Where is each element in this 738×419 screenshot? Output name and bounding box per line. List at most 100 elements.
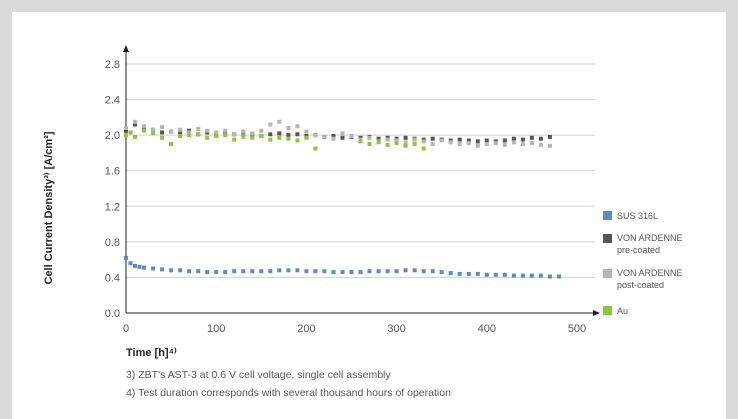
data-point (439, 270, 444, 275)
data-point (268, 269, 273, 274)
data-point (178, 268, 183, 273)
data-point (295, 268, 300, 273)
data-point (547, 134, 552, 139)
data-point (520, 273, 525, 278)
y-tick-label: 1.6 (105, 166, 120, 178)
data-point (124, 255, 128, 260)
data-point (484, 272, 489, 277)
data-point (331, 136, 336, 141)
data-point (295, 132, 300, 137)
data-point (313, 133, 318, 138)
data-point (358, 139, 363, 144)
data-point (178, 134, 183, 138)
data-point (493, 272, 498, 277)
x-tick-label: 100 (207, 323, 225, 335)
data-point (403, 143, 408, 148)
data-point (349, 134, 354, 138)
data-point (205, 135, 210, 140)
data-point (259, 269, 264, 274)
data-point (529, 135, 534, 140)
footnote-4: 4) Test duration corresponds with severa… (126, 387, 451, 399)
data-point (241, 134, 246, 139)
series-4 (124, 128, 426, 151)
data-point (313, 146, 318, 151)
data-point (439, 138, 444, 143)
data-point (403, 135, 408, 140)
data-point (502, 138, 507, 143)
data-point (124, 133, 128, 138)
data-point (412, 268, 417, 273)
y-tick-label: 0.0 (105, 308, 120, 320)
data-point (286, 133, 291, 138)
series-3 (124, 119, 552, 148)
data-point (340, 135, 345, 140)
x-tick-labels: 0 100 200 300 400 500 (123, 323, 586, 335)
data-point (160, 135, 165, 140)
data-point (367, 135, 372, 140)
data-point (340, 270, 345, 275)
data-point (232, 132, 237, 137)
y-tick-label: 2.8 (105, 59, 120, 71)
data-point (286, 268, 291, 273)
legend-label-sub: pre-coated (617, 245, 660, 255)
data-point (448, 271, 453, 275)
data-point (367, 269, 372, 274)
data-point (331, 134, 336, 138)
legend-swatch (603, 234, 612, 243)
data-point (128, 261, 133, 266)
data-point (128, 130, 133, 135)
data-point (394, 138, 399, 143)
legend-swatch (603, 306, 612, 315)
data-point (538, 273, 543, 278)
data-point (511, 273, 516, 278)
data-point (502, 272, 507, 277)
x-tick-label: 0 (123, 323, 129, 335)
data-point (196, 269, 201, 274)
data-point (502, 142, 507, 147)
data-point (394, 269, 399, 274)
data-point (160, 125, 165, 130)
data-point (484, 142, 489, 146)
data-point (277, 119, 282, 124)
data-point (421, 269, 426, 274)
data-series (124, 119, 561, 279)
data-point (475, 143, 480, 148)
data-point (466, 138, 471, 143)
data-point (538, 136, 543, 141)
data-point (241, 129, 246, 134)
data-point (124, 126, 128, 130)
chart: 0.0 0.4 0.8 1.2 1.6 2.0 2.4 2.8 0 100 200 300 400 50… (43, 45, 683, 399)
data-point (511, 140, 516, 145)
data-point (286, 126, 291, 130)
data-point (430, 136, 435, 141)
data-point (160, 130, 165, 135)
data-point (214, 130, 219, 135)
data-point (547, 274, 552, 279)
data-point (223, 133, 228, 138)
data-point (466, 271, 471, 276)
x-tick-label: 500 (568, 323, 586, 335)
data-point (205, 128, 210, 133)
data-point (385, 142, 390, 147)
data-point (178, 127, 183, 132)
footnote-3: 3) ZBT's AST-3 at 0.6 V cell voltage, si… (126, 369, 391, 381)
x-tick-label: 400 (478, 323, 496, 335)
y-tick-label: 1.2 (105, 201, 120, 213)
x-tick-label: 200 (297, 323, 315, 335)
data-point (493, 141, 498, 146)
data-point (304, 269, 309, 274)
data-point (403, 268, 408, 273)
data-point (277, 131, 282, 136)
data-point (133, 122, 137, 127)
data-point (286, 136, 291, 141)
grid-lines (126, 63, 595, 278)
data-point (187, 130, 192, 135)
legend: SUS 316L VON ARDENNE pre-coated VON ARDE… (603, 211, 683, 316)
data-point (169, 129, 174, 134)
x-axis-label: Time [h]⁴⁾ (126, 347, 177, 359)
data-point (412, 142, 417, 146)
data-point (277, 268, 282, 273)
y-axis-label: Cell Current Density³⁾ [A/cm²] (43, 131, 55, 284)
data-point (430, 269, 435, 274)
data-point (277, 135, 282, 140)
